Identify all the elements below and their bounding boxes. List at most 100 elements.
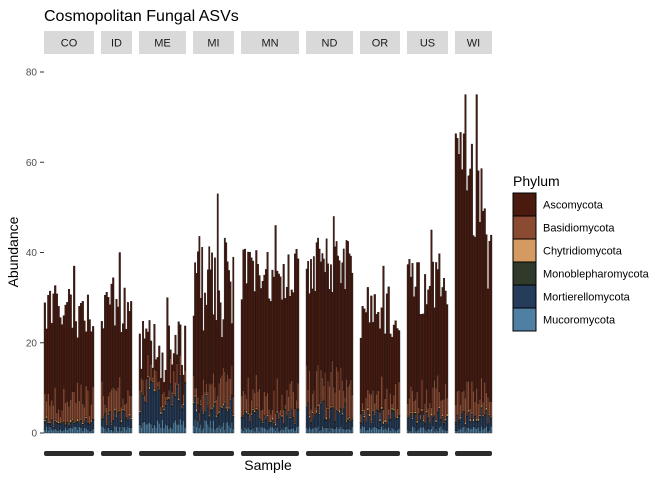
bar-segment bbox=[84, 407, 86, 422]
bar-segment bbox=[249, 413, 251, 421]
bar-segment bbox=[312, 411, 313, 413]
bar-segment bbox=[221, 337, 222, 375]
bar-segment bbox=[103, 427, 105, 433]
bar-segment bbox=[407, 415, 409, 416]
bar-segment bbox=[230, 401, 231, 428]
bar-segment bbox=[313, 390, 314, 417]
bar-segment bbox=[313, 419, 314, 428]
bar-segment bbox=[58, 409, 60, 421]
bar-segment bbox=[200, 424, 201, 433]
bar-segment bbox=[141, 378, 143, 391]
bar-segment bbox=[171, 391, 173, 403]
bar-segment bbox=[455, 424, 457, 430]
bar-segment bbox=[209, 247, 210, 384]
bar-segment bbox=[434, 308, 436, 380]
bar-segment bbox=[108, 414, 110, 415]
bar-segment bbox=[484, 416, 486, 428]
bar-segment bbox=[184, 326, 186, 370]
bar-segment bbox=[114, 412, 116, 426]
bar-segment bbox=[309, 294, 310, 371]
bar-segment bbox=[461, 392, 463, 412]
bar-segment bbox=[327, 381, 328, 408]
bar-segment bbox=[434, 431, 436, 433]
bar-segment bbox=[297, 426, 299, 433]
bar-segment bbox=[319, 412, 320, 414]
bar-segment bbox=[423, 419, 425, 421]
bar-segment bbox=[49, 424, 51, 427]
bar-segment bbox=[471, 412, 473, 414]
bar-segment bbox=[413, 414, 415, 427]
bar-segment bbox=[251, 258, 253, 400]
bar-segment bbox=[101, 381, 103, 417]
bar-segment bbox=[213, 408, 214, 420]
bar-segment bbox=[415, 413, 417, 415]
bar-segment bbox=[281, 417, 283, 418]
bar-segment bbox=[293, 392, 295, 418]
bar-segment bbox=[397, 409, 399, 417]
bar-segment bbox=[163, 410, 165, 411]
bar-segment bbox=[218, 414, 219, 425]
bar-segment bbox=[445, 419, 447, 421]
bar-segment bbox=[162, 394, 164, 406]
bar-segment bbox=[316, 410, 317, 413]
bar-segment bbox=[84, 321, 86, 407]
bar-segment bbox=[416, 421, 418, 423]
bar-segment bbox=[390, 419, 392, 420]
bar-segment bbox=[58, 424, 60, 431]
bar-segment bbox=[217, 413, 218, 415]
bar-segment bbox=[296, 427, 298, 433]
bar-segment bbox=[228, 406, 229, 408]
bar-segment bbox=[72, 428, 74, 433]
bar-segment bbox=[220, 407, 221, 408]
bar-segment bbox=[259, 276, 261, 389]
bar-segment bbox=[252, 261, 254, 389]
bar-segment bbox=[434, 415, 436, 417]
bar-segment bbox=[334, 429, 335, 433]
bar-segment bbox=[178, 398, 180, 400]
bar-segment bbox=[216, 320, 217, 399]
bar-segment bbox=[262, 281, 264, 409]
bar-segment bbox=[442, 400, 444, 415]
bar-segment bbox=[363, 409, 365, 415]
bar-segment bbox=[125, 429, 127, 433]
bar-segment bbox=[89, 320, 91, 416]
x-tick-band bbox=[101, 451, 132, 456]
bar-segment bbox=[220, 303, 221, 378]
bar-segment bbox=[381, 407, 383, 409]
bar-segment bbox=[484, 428, 486, 433]
bar-segment bbox=[365, 423, 367, 430]
bar-segment bbox=[201, 429, 202, 433]
bar-segment bbox=[486, 408, 488, 410]
bar-segment bbox=[463, 134, 465, 391]
bar-segment bbox=[144, 422, 146, 433]
bar-segment bbox=[54, 420, 56, 421]
bar-segment bbox=[56, 422, 58, 424]
bar-segment bbox=[484, 382, 486, 414]
bar-segment bbox=[384, 399, 386, 420]
bar-segment bbox=[145, 379, 147, 403]
bar-segment bbox=[154, 369, 156, 389]
bar-segment bbox=[319, 431, 320, 433]
bar-segment bbox=[307, 429, 308, 433]
bar-segment bbox=[268, 299, 270, 410]
bar-segment bbox=[103, 418, 105, 419]
bar-segment bbox=[197, 397, 198, 402]
bar-segment bbox=[183, 405, 185, 420]
bar-segment bbox=[310, 409, 311, 422]
bar-segment bbox=[194, 419, 195, 433]
bar-segment bbox=[327, 410, 328, 428]
legend: Phylum AscomycotaBasidiomycotaChytridiom… bbox=[513, 173, 650, 331]
bar-segment bbox=[490, 419, 492, 427]
bar-segment bbox=[230, 282, 231, 379]
bar-segment bbox=[322, 426, 323, 433]
bar-segment bbox=[160, 378, 162, 407]
bar-segment bbox=[109, 392, 111, 409]
bar-segment bbox=[124, 427, 126, 433]
bar-segment bbox=[478, 418, 480, 421]
bar-segment bbox=[291, 410, 293, 428]
bar-segment bbox=[446, 417, 448, 430]
bar-segment bbox=[478, 171, 480, 404]
bar-segment bbox=[473, 422, 475, 427]
bar-segment bbox=[281, 415, 283, 417]
